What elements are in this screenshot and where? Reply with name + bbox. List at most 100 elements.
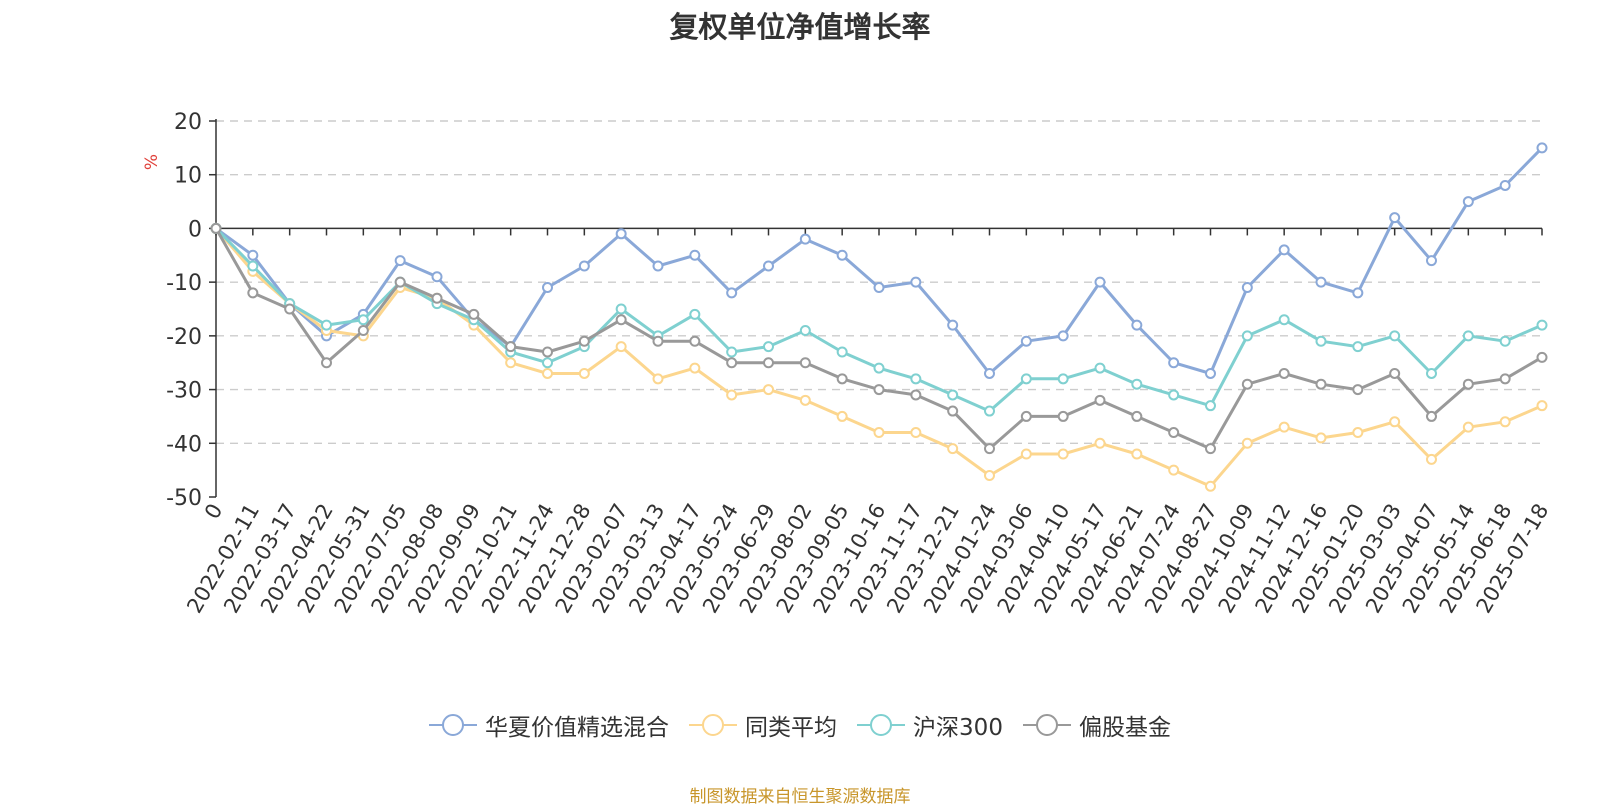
data-point [1352, 341, 1364, 353]
data-point [1094, 394, 1106, 406]
x-tick-label: 0 [200, 500, 227, 524]
data-point [1426, 453, 1437, 465]
data-point [321, 357, 332, 369]
data-point [799, 324, 811, 336]
data-point [542, 346, 553, 358]
y-tick-label: -40 [166, 432, 202, 457]
data-point [689, 335, 701, 347]
axes [209, 119, 1543, 498]
data-point [947, 405, 959, 417]
data-point [542, 357, 553, 369]
data-point [1389, 367, 1401, 379]
data-point [1094, 362, 1106, 374]
data-point [1094, 276, 1106, 288]
data-point [873, 384, 885, 396]
y-tick-label: 10 [174, 164, 202, 189]
data-point [726, 346, 738, 358]
data-point [652, 335, 664, 347]
data-point [799, 357, 811, 369]
series-line [214, 227, 1543, 451]
data-point [1020, 448, 1032, 460]
data-point [542, 282, 553, 294]
data-point [1205, 443, 1216, 455]
y-tick-label: -20 [166, 325, 202, 350]
y-tick-label: -10 [166, 271, 202, 296]
data-point [1536, 319, 1548, 331]
series-line [214, 227, 1543, 413]
data-point [984, 470, 995, 482]
data-point [1241, 378, 1253, 390]
data-point [1094, 437, 1106, 449]
data-point [910, 373, 922, 385]
legend-label: 偏股基金 [1078, 715, 1171, 741]
data-point [1168, 464, 1180, 476]
data-point [394, 255, 406, 267]
data-point [1057, 330, 1069, 342]
data-point [1278, 367, 1290, 379]
y-tick-label: 20 [174, 110, 202, 135]
legend-marker-icon [1022, 713, 1071, 737]
data-point [1020, 335, 1032, 347]
data-point [578, 335, 590, 347]
data-point [984, 405, 995, 417]
series-1 [210, 222, 1548, 492]
data-point [247, 287, 259, 299]
data-point [1499, 179, 1511, 191]
data-point [1462, 196, 1474, 208]
axis-labels: 20100-10-20-30-40-50%02022-02-112022-03-… [142, 110, 1553, 617]
data-point [836, 373, 848, 385]
data-point [1241, 437, 1253, 449]
data-point [247, 260, 259, 272]
data-point [1278, 244, 1290, 256]
data-point [321, 319, 332, 331]
legend-label: 华夏价值精选混合 [485, 715, 670, 741]
data-point [1426, 410, 1437, 422]
data-point [1057, 448, 1069, 460]
data-point [1241, 330, 1253, 342]
legend-item[interactable]: 华夏价值精选混合 [429, 708, 669, 742]
series-0 [210, 142, 1548, 379]
data-point [1352, 384, 1364, 396]
data-point [763, 357, 774, 369]
data-point [947, 319, 959, 331]
data-point [1315, 335, 1327, 347]
data-point [578, 260, 590, 272]
legend-label: 同类平均 [745, 715, 838, 741]
data-point [1536, 142, 1548, 154]
legend: 华夏价值精选混合 同类平均 沪深300 偏股基金 [0, 708, 1600, 742]
data-point [1315, 432, 1327, 444]
y-axis-unit-label: % [142, 154, 162, 170]
data-point [578, 367, 590, 379]
chart-title: 复权单位净值增长率 [669, 10, 931, 44]
data-point [652, 373, 664, 385]
data-point [1057, 373, 1069, 385]
data-point [1205, 367, 1216, 379]
data-point [1462, 330, 1474, 342]
legend-item[interactable]: 偏股基金 [1022, 708, 1171, 742]
data-point [1352, 287, 1364, 299]
data-point [873, 362, 885, 374]
data-point [1352, 427, 1364, 439]
data-point [984, 367, 995, 379]
data-point [1426, 367, 1437, 379]
data-point [1131, 410, 1143, 422]
data-point [542, 367, 553, 379]
data-point [1426, 255, 1437, 267]
data-point [726, 357, 738, 369]
data-point [799, 394, 811, 406]
data-point [910, 427, 922, 439]
data-point [615, 314, 627, 326]
series-line [215, 146, 1544, 375]
data-point [1131, 448, 1143, 460]
legend-item[interactable]: 沪深300 [857, 708, 1003, 742]
data-point [726, 389, 738, 401]
legend-marker-icon [857, 713, 906, 737]
y-tick-label: -50 [166, 486, 202, 511]
legend-item[interactable]: 同类平均 [689, 708, 837, 742]
source-note: 制图数据来自恒生聚源数据库 [689, 787, 911, 807]
data-point [615, 303, 627, 315]
data-point [357, 324, 369, 336]
data-point [1499, 373, 1511, 385]
data-point [1389, 416, 1401, 428]
legend-label: 沪深300 [913, 715, 1003, 741]
